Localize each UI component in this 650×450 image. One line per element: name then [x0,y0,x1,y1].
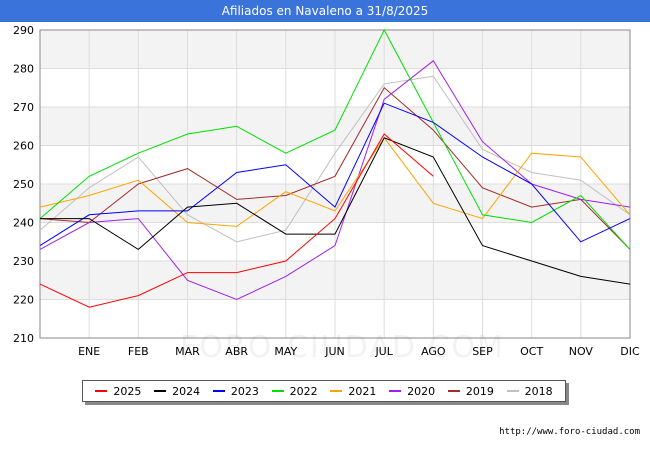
series-line-2024 [40,137,631,285]
legend-swatch [212,390,225,392]
legend-label: 2025 [113,384,142,398]
series-line-2023 [39,102,631,247]
x-tick-label: JUL [374,345,393,358]
legend-item-2023: 2023 [212,384,259,398]
legend-swatch [447,390,460,392]
series-lines [39,28,631,308]
legend-label: 2020 [407,384,436,398]
series-line-2022 [39,28,631,250]
legend-swatch [95,390,108,392]
y-tick-label: 220 [13,294,34,307]
y-tick-label: 280 [13,63,34,76]
x-tick-label: SEP [472,345,493,358]
legend-item-2020: 2020 [389,385,435,398]
legend-item-2024: 2024 [154,385,200,398]
legend-label: 2018 [524,384,553,398]
legend-swatch [389,390,402,392]
legend: 2025 2024 2023 2022 2021 2020 2019 2018 [82,380,566,402]
series-line-2018 [39,75,631,243]
legend-item-2019: 2019 [447,384,494,398]
x-tick-label: JUN [324,345,345,358]
y-tick-label: 260 [13,140,34,153]
watermark: FORO-CIUDAD.COM [180,330,505,365]
legend-item-2025: 2025 [95,385,141,398]
y-tick-label: 270 [13,101,34,114]
y-tick-label: 290 [13,24,34,37]
series-line-2021 [39,136,631,227]
x-tick-label: DIC [620,345,640,358]
x-tick-label: ENE [78,345,100,358]
axes: 210 220 230 240 250 260 270 280 290 ENE FEB MAR ABR M… [13,24,640,358]
x-tick-label: MAR [175,345,200,358]
series-line-2025 [39,133,434,308]
x-tick-label: NOV [569,345,594,358]
grid [39,29,631,339]
legend-swatch [330,390,343,392]
source-credit: http://www.foro-ciudad.com [499,427,640,437]
x-tick-label: ABR [225,345,248,358]
y-tick-label: 210 [13,332,34,345]
legend-item-2018: 2018 [506,384,553,398]
y-tick-label: 240 [13,217,34,230]
legend-swatch [154,390,167,392]
x-tick-label: FEB [128,345,149,358]
plot-border [39,29,631,339]
legend-label: 2021 [348,384,377,398]
legend-swatch [506,390,519,392]
legend-label: 2024 [172,384,201,398]
y-tick-label: 230 [13,255,34,268]
x-tick-label: MAY [274,345,297,358]
legend-item-2022: 2022 [271,384,318,398]
legend-swatch [271,390,284,392]
legend-label: 2019 [465,384,494,398]
chart-title: Afiliados en Navaleno a 31/8/2025 [0,0,650,22]
legend-label: 2023 [230,384,259,398]
x-tick-label: OCT [520,345,543,358]
series-line-2019 [39,87,631,250]
legend-label: 2022 [289,384,318,398]
y-tick-label: 250 [13,178,34,191]
x-tick-label: AGO [421,345,446,358]
legend-item-2021: 2021 [330,385,376,398]
